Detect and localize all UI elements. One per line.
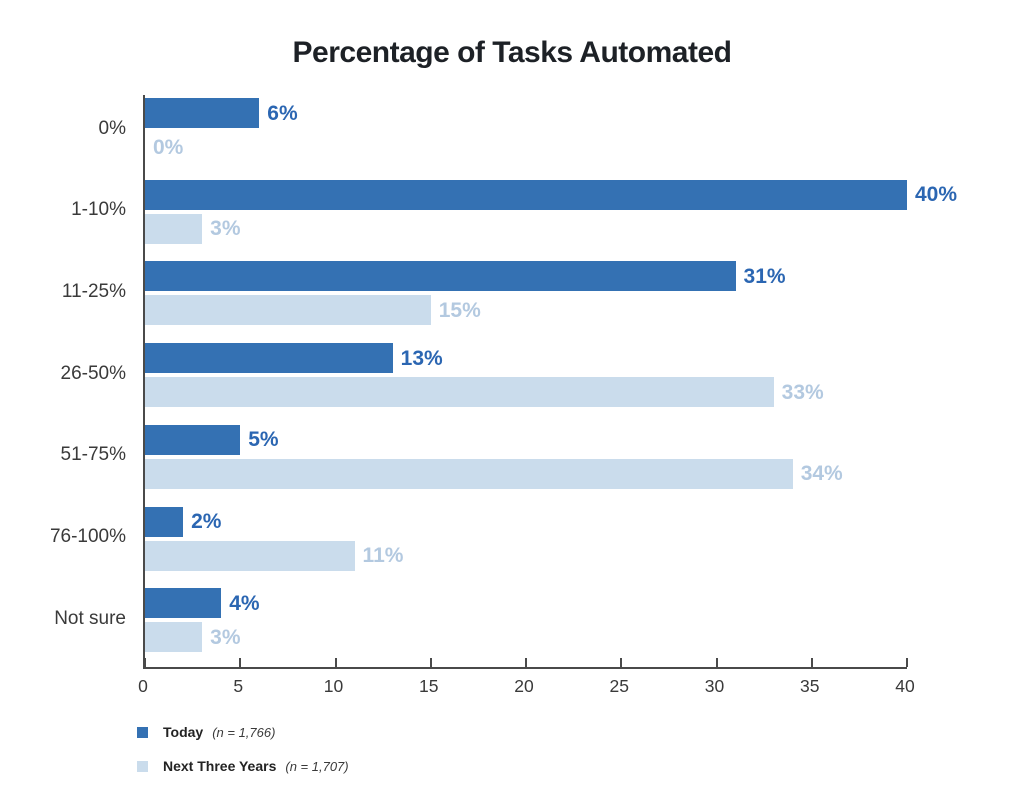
bar-line: 13% (145, 343, 907, 374)
plot-area: 6% 0% 40% 3% 31% 15% 13% 33% 5% 34% 2% 11% 4% 3% (143, 95, 957, 669)
x-tick-label: 40 (895, 676, 915, 696)
x-tick-label: 35 (800, 676, 820, 696)
bar-next-three-years (145, 622, 203, 653)
bar-next-three-years (145, 377, 774, 408)
bar-line: 2% (145, 506, 907, 537)
category-label: 76-100% (49, 526, 126, 548)
x-tick-label: 10 (323, 676, 344, 696)
x-tick-mark (429, 658, 432, 667)
category-label: Not sure (54, 607, 126, 629)
value-label: 40% (915, 183, 958, 207)
value-label: 3% (210, 625, 241, 649)
value-label: 0% (153, 135, 184, 159)
bar-today (145, 424, 241, 455)
bar-row: 40% 3% (145, 177, 957, 259)
x-tick-label: 25 (609, 676, 629, 696)
bar-today (145, 343, 393, 374)
bar-row: 4% 3% (145, 585, 907, 667)
chart-title: Percentage of Tasks Automated (292, 36, 732, 69)
x-tick-label: 20 (514, 676, 534, 696)
bar-row: 13% 33% (145, 340, 907, 422)
legend-swatch-icon (137, 726, 148, 738)
x-tick-mark (525, 658, 527, 667)
bar-today (145, 588, 222, 619)
value-label: 4% (229, 591, 260, 615)
bar-line: 33% (145, 377, 907, 408)
bar-today (145, 261, 736, 292)
bar-line: 11% (145, 540, 907, 571)
x-tick-label: 5 (233, 676, 244, 696)
bar-today (145, 98, 260, 128)
bar-next-three-years (145, 295, 431, 326)
legend-row: Today (n = 1,766) (137, 720, 349, 744)
bar-line: 5% (145, 424, 907, 455)
legend-sample-size: (n = 1,766) (212, 724, 276, 740)
legend-series-name: Today (163, 724, 204, 740)
legend-swatch-icon (137, 760, 148, 772)
value-label: 2% (191, 510, 222, 534)
bar-next-three-years (145, 540, 355, 571)
bar-today (145, 506, 184, 537)
bar-next-three-years (145, 458, 793, 489)
x-tick-label: 15 (419, 676, 439, 696)
bar-line: 15% (145, 295, 907, 326)
bar-line: 3% (145, 622, 907, 653)
value-label: 13% (400, 346, 443, 370)
x-tick-mark (620, 658, 623, 667)
x-tick-mark (906, 658, 908, 667)
bar-next-three-years (145, 213, 203, 244)
bar-row: 6% 0% (145, 95, 907, 177)
category-label: 26-50% (60, 362, 127, 384)
legend-row: Next Three Years (n = 1,707) (137, 754, 349, 778)
x-tick-mark (144, 658, 146, 667)
x-tick-label: 30 (704, 676, 725, 696)
bar-line: 0% (145, 132, 907, 162)
bar-line: 40% (145, 179, 957, 210)
legend: Today (n = 1,766) Next Three Years (n = 1,7… (137, 720, 349, 788)
x-tick-label: 0 (138, 676, 148, 696)
bar-line: 6% (145, 98, 907, 128)
x-tick-mark (334, 658, 337, 667)
bar-line: 4% (145, 588, 907, 619)
value-label: 33% (781, 380, 824, 404)
bar-line: 34% (145, 458, 907, 489)
category-label: 51-75% (60, 444, 127, 466)
value-label: 6% (267, 101, 298, 125)
category-label: 1-10% (71, 199, 126, 221)
bar-line: 31% (145, 261, 907, 292)
bar-row: 2% 11% (145, 504, 907, 586)
x-tick-mark (810, 658, 813, 667)
category-label: 0% (98, 117, 126, 139)
value-label: 3% (210, 217, 241, 241)
bar-today (145, 179, 907, 210)
x-tick-mark (715, 658, 718, 667)
bar-row: 31% 15% (145, 258, 907, 340)
value-label: 15% (438, 298, 481, 322)
value-label: 34% (800, 462, 843, 486)
legend-series-name: Next Three Years (163, 758, 277, 774)
value-label: 11% (362, 544, 404, 568)
x-tick-mark (239, 658, 242, 667)
value-label: 5% (248, 428, 279, 452)
bar-row: 5% 34% (145, 422, 907, 504)
legend-sample-size: (n = 1,707) (285, 758, 349, 774)
bar-line: 3% (145, 213, 907, 244)
category-label: 11-25% (61, 280, 126, 302)
value-label: 31% (743, 264, 786, 288)
